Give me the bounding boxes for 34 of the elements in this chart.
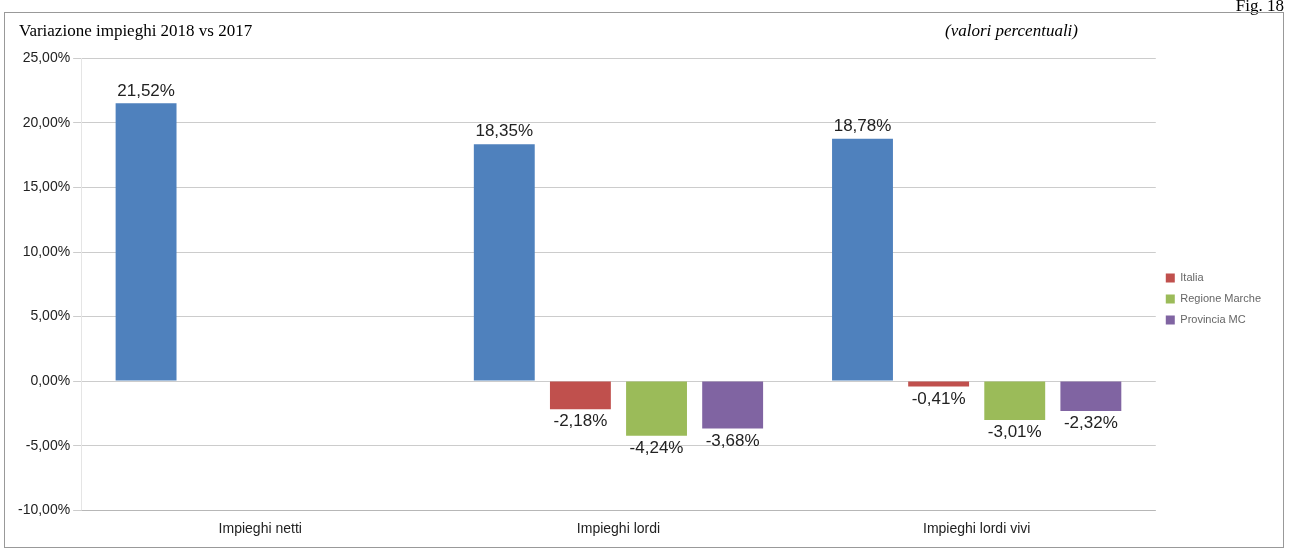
data-label: 18,78% [833,115,892,135]
bar [832,138,893,381]
data-label: 21,52% [117,80,175,100]
chart-title: Variazione impieghi 2018 vs 2017 [19,21,253,41]
legend-label: Italia [1180,271,1205,284]
legend-label: Provincia MC [1180,313,1246,326]
y-tick-label: 10,00% [22,242,71,259]
data-label: -4,24% [629,438,684,458]
chart-subtitle: (valori percentuali) [945,21,1078,41]
bar [549,381,611,410]
bar [1060,381,1122,412]
data-label: -0,41% [911,388,966,408]
x-tick-label: Impieghi lordi [576,520,661,537]
bar [626,381,687,436]
data-label: -2,32% [1063,413,1118,433]
caption: Fig. 18 [1235,0,1284,16]
x-tick-label: Impieghi lordi vivi [922,520,1031,537]
y-tick-label: 25,00% [22,49,71,66]
bar [984,381,1046,420]
data-label: 18,35% [475,121,534,141]
data-label: -2,18% [553,411,608,431]
y-tick-label: -10,00% [17,501,71,518]
y-tick-label: 20,00% [22,113,71,130]
bar [473,144,535,381]
y-tick-label: 0,00% [30,371,71,388]
bar [702,381,764,429]
data-label: -3,01% [987,422,1042,442]
bar [115,103,177,381]
y-tick-label: -5,00% [25,436,71,453]
y-tick-label: 5,00% [30,307,71,324]
x-tick-label: Impieghi netti [218,520,302,537]
y-tick-label: 15,00% [22,178,71,195]
data-label: -3,68% [705,430,760,450]
legend-label: Regione Marche [1180,292,1262,305]
